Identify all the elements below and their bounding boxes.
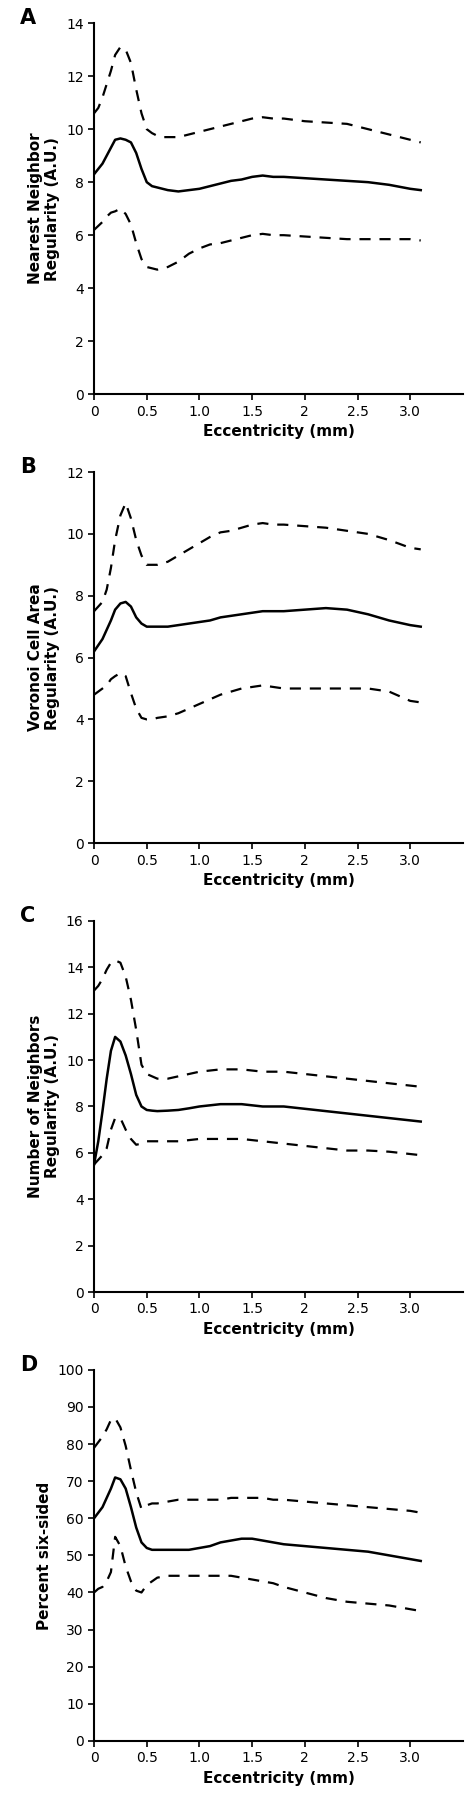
X-axis label: Eccentricity (mm): Eccentricity (mm)	[202, 1770, 355, 1786]
Y-axis label: Percent six-sided: Percent six-sided	[36, 1481, 52, 1630]
X-axis label: Eccentricity (mm): Eccentricity (mm)	[202, 873, 355, 888]
Text: D: D	[20, 1355, 37, 1375]
X-axis label: Eccentricity (mm): Eccentricity (mm)	[202, 424, 355, 438]
X-axis label: Eccentricity (mm): Eccentricity (mm)	[202, 1323, 355, 1337]
Y-axis label: Nearest Neighbor
Regularity (A.U.): Nearest Neighbor Regularity (A.U.)	[28, 133, 61, 284]
Text: A: A	[20, 9, 36, 29]
Text: C: C	[20, 906, 36, 925]
Text: B: B	[20, 456, 36, 478]
Y-axis label: Voronoi Cell Area
Regularity (A.U.): Voronoi Cell Area Regularity (A.U.)	[28, 584, 61, 731]
Y-axis label: Number of Neighbors
Regularity (A.U.): Number of Neighbors Regularity (A.U.)	[28, 1015, 60, 1199]
